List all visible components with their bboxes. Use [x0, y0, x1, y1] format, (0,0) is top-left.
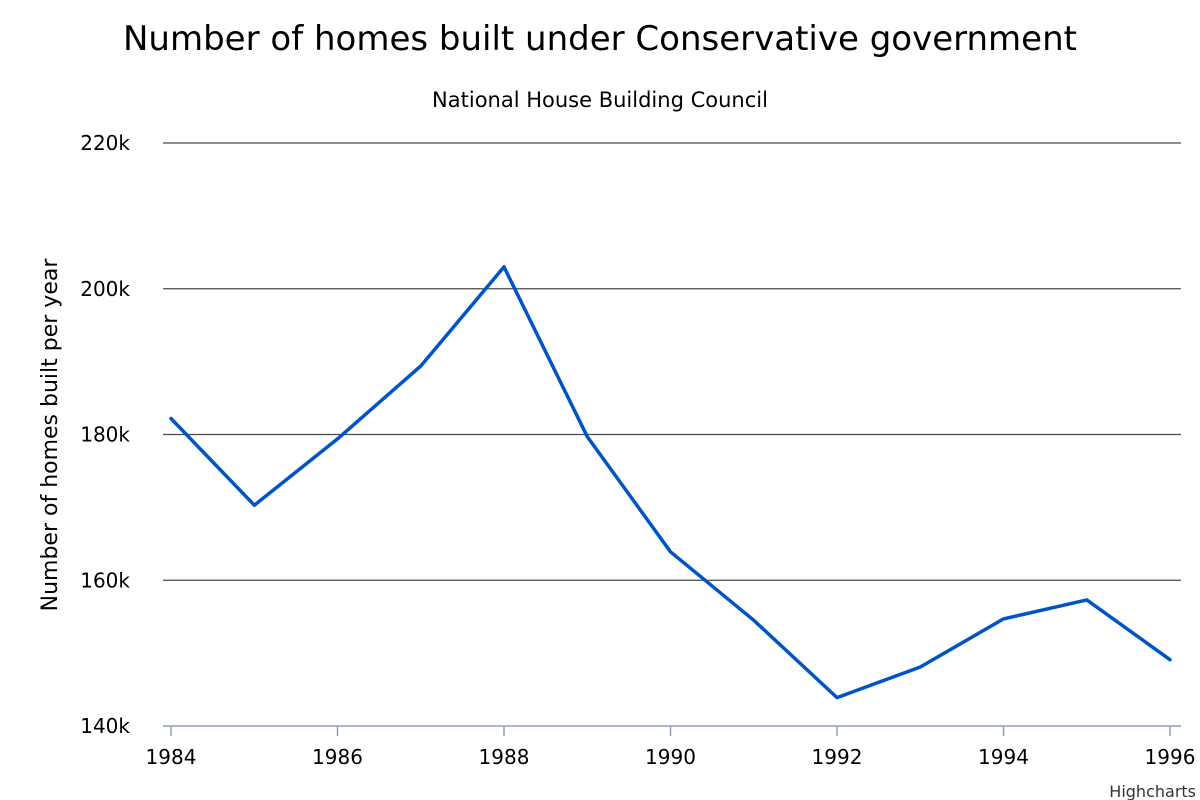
x-tick-label: 1992: [812, 745, 863, 769]
y-tick-label: 160k: [80, 568, 130, 592]
y-tick-label: 200k: [80, 277, 130, 301]
x-axis: [163, 725, 1181, 736]
data-point[interactable]: [663, 544, 679, 560]
chart-subtitle: National House Building Council: [432, 88, 768, 112]
x-tick-label: 1990: [645, 745, 696, 769]
y-tick-label: 220k: [80, 131, 130, 155]
data-point[interactable]: [746, 612, 762, 628]
x-tick-label: 1988: [479, 745, 530, 769]
data-point[interactable]: [579, 429, 595, 445]
y-axis-label: Number of homes built per year: [38, 258, 63, 612]
x-tick-label: 1986: [312, 745, 363, 769]
plot-area: [163, 259, 1178, 706]
data-point[interactable]: [163, 410, 179, 426]
data-point[interactable]: [912, 659, 928, 675]
data-point[interactable]: [330, 431, 346, 447]
data-point[interactable]: [996, 611, 1012, 627]
y-tick-label: 140k: [80, 714, 130, 738]
data-point[interactable]: [829, 690, 845, 706]
x-tick-label: 1984: [146, 745, 197, 769]
x-tick-label: 1996: [1145, 745, 1196, 769]
y-tick-label: 180k: [80, 423, 130, 447]
data-point[interactable]: [1079, 592, 1095, 608]
x-tick-label: 1994: [978, 745, 1029, 769]
x-axis-tick-labels: 1984 1986 1988 1990 1992 1994 1996: [146, 745, 1196, 769]
data-point[interactable]: [413, 358, 429, 374]
data-point[interactable]: [1162, 652, 1178, 668]
data-point[interactable]: [496, 259, 512, 275]
y-axis-tick-labels: 140k 160k 180k 200k 220k: [80, 131, 130, 738]
series-line[interactable]: [169, 265, 1172, 700]
data-point[interactable]: [246, 497, 262, 513]
credits-label[interactable]: Highcharts: [1109, 782, 1196, 800]
chart-title: Number of homes built under Conservative…: [123, 19, 1077, 59]
gridlines: [163, 142, 1181, 581]
